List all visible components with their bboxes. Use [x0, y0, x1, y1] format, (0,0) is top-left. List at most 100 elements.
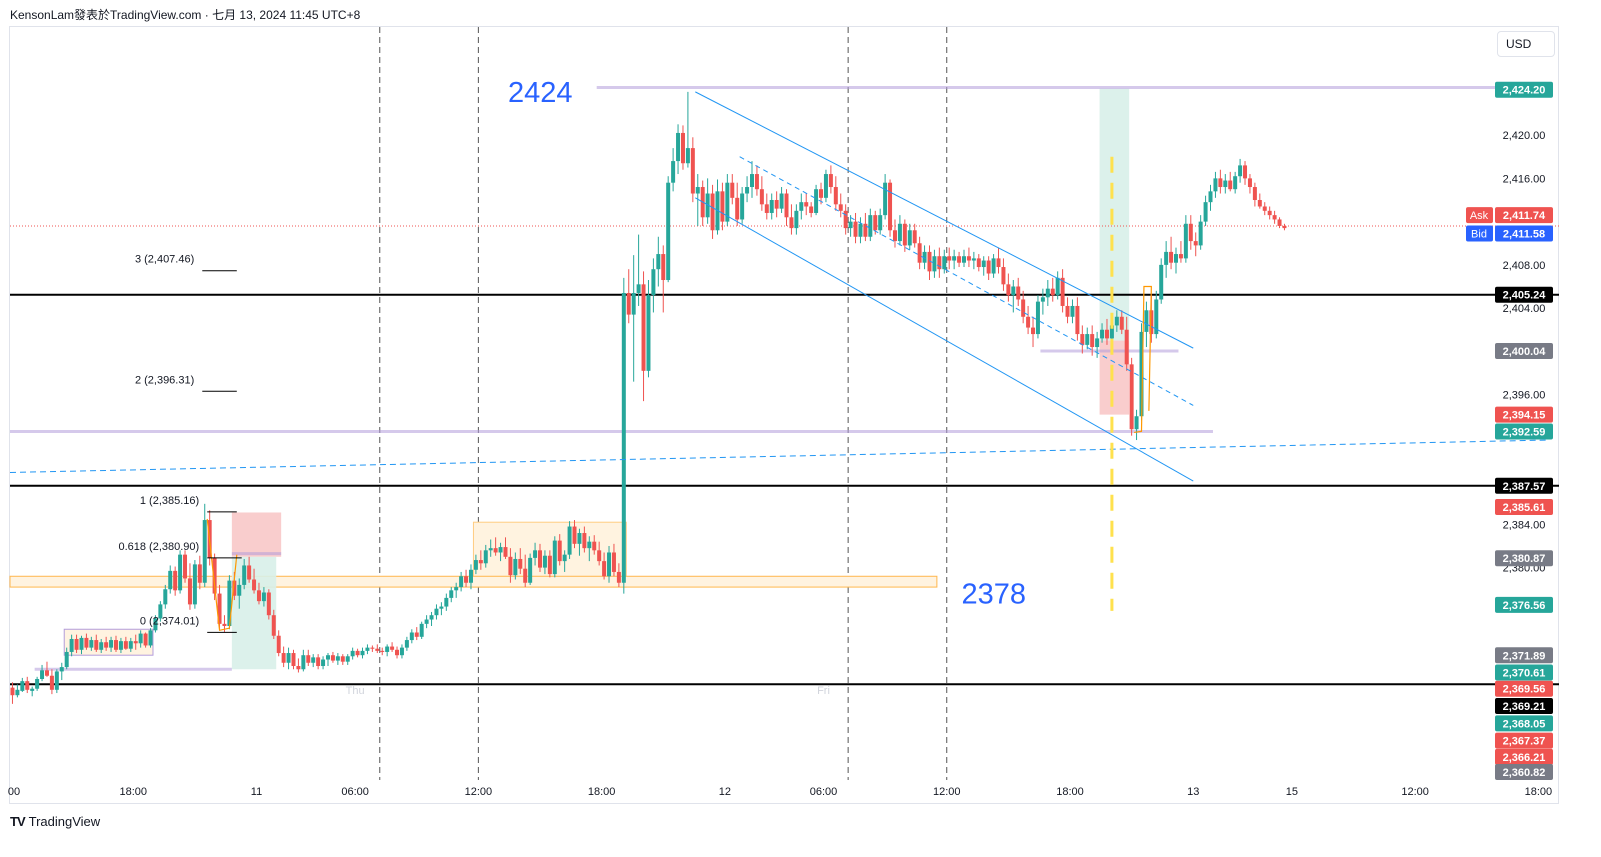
candle-body — [676, 132, 681, 162]
stop-loss-zone — [1099, 340, 1130, 415]
candle-body — [35, 678, 40, 689]
x-tick-label: 18:00 — [1525, 786, 1553, 798]
candle-body — [296, 666, 301, 670]
candle-body — [64, 651, 69, 668]
candle-body — [1169, 251, 1174, 263]
candle-body — [158, 604, 163, 619]
candle-body — [873, 215, 878, 231]
candle-body — [858, 223, 863, 237]
price-badge-label: 2,394.15 — [1503, 410, 1546, 422]
candle-body — [385, 646, 390, 652]
candle-body — [350, 650, 355, 657]
price-badge — [1495, 207, 1553, 224]
stop-loss-zone — [231, 512, 282, 557]
candle-body — [577, 533, 582, 544]
y-tick-label: 2,408.00 — [1503, 260, 1546, 272]
take-profit-zone — [1099, 88, 1130, 341]
candle-body — [409, 632, 414, 641]
candle-body — [607, 552, 612, 577]
fib-level-label: 2 (2,396.31) — [135, 374, 194, 386]
currency-button[interactable]: USD — [1497, 31, 1555, 57]
price-badge — [1495, 550, 1553, 567]
candle-body — [301, 655, 306, 670]
candle-body — [163, 589, 168, 605]
candle-body — [730, 182, 735, 198]
trendline — [9, 439, 1549, 473]
candle-body — [183, 554, 188, 579]
candle-body — [340, 656, 345, 662]
candle-body — [656, 254, 661, 270]
candle-body — [399, 647, 404, 656]
candle-body — [1124, 329, 1129, 365]
candle-body — [947, 256, 952, 261]
fib-level-label: 1 (2,385.16) — [140, 495, 199, 507]
x-tick-label: 12:00 — [933, 786, 961, 798]
price-badge — [1495, 748, 1553, 765]
candle-body — [646, 295, 651, 371]
candle-body — [1045, 288, 1050, 298]
price-badge — [1495, 225, 1553, 242]
candle-body — [695, 187, 700, 194]
candle-body — [286, 653, 291, 663]
candle-body — [1085, 334, 1090, 345]
candle-body — [1164, 251, 1169, 265]
x-tick-label: 06:00 — [341, 786, 369, 798]
candle-body — [1134, 416, 1139, 430]
candle-body — [503, 547, 508, 557]
candle-body — [1040, 297, 1045, 302]
candle-body — [932, 256, 937, 272]
price-badge-label: 2,380.87 — [1503, 553, 1546, 565]
candle-body — [424, 619, 429, 624]
candle-body — [256, 590, 261, 602]
candle-body — [281, 653, 286, 663]
candle-body — [809, 206, 814, 213]
price-tag — [1466, 225, 1493, 242]
candle-body — [1267, 210, 1272, 216]
candle-body — [192, 564, 197, 605]
candle-body — [1119, 316, 1124, 330]
price-badge — [1495, 680, 1553, 697]
candle-body — [187, 578, 192, 605]
candle-body — [316, 657, 321, 667]
candle-body — [710, 193, 715, 231]
price-badge-label: 2,392.59 — [1503, 426, 1546, 438]
candle-body — [661, 254, 666, 281]
tradingview-logo-icon: TV — [10, 814, 26, 829]
x-tick-label: 18:00 — [588, 786, 616, 798]
candle-body — [380, 650, 385, 652]
candle-body — [582, 533, 587, 549]
candle-body — [468, 569, 473, 583]
chart-frame[interactable] — [9, 26, 1559, 804]
candle-body — [1050, 288, 1055, 296]
candle-body — [804, 202, 809, 207]
price-badge — [1495, 81, 1553, 98]
x-tick-label: 12:00 — [465, 786, 493, 798]
footer-brand[interactable]: TV TradingView — [10, 814, 100, 829]
candle-body — [143, 633, 148, 646]
candle-body — [1228, 180, 1233, 190]
candle-body — [557, 540, 562, 562]
candle-body — [547, 555, 552, 575]
candle-body — [621, 292, 626, 583]
price-badge-label: 2,411.74 — [1503, 210, 1546, 222]
candle-body — [478, 560, 483, 564]
candle-body — [833, 187, 838, 205]
candle-body — [1188, 223, 1193, 242]
candle-body — [1144, 310, 1149, 332]
candle-body — [109, 640, 114, 648]
price-badge — [1495, 698, 1553, 715]
candle-body — [1183, 223, 1188, 259]
candle-body — [1262, 206, 1267, 211]
candle-body — [326, 655, 330, 660]
candle-body — [99, 642, 104, 650]
price-badge-label: 2,368.05 — [1503, 718, 1546, 730]
y-tick-label: 2,384.00 — [1503, 519, 1546, 531]
candle-body — [498, 547, 503, 553]
candle-body — [222, 623, 227, 627]
candle-body — [853, 221, 858, 237]
candle-body — [464, 576, 469, 583]
candle-body — [252, 579, 257, 591]
candle-body — [666, 182, 671, 281]
candle-body — [1174, 254, 1178, 263]
